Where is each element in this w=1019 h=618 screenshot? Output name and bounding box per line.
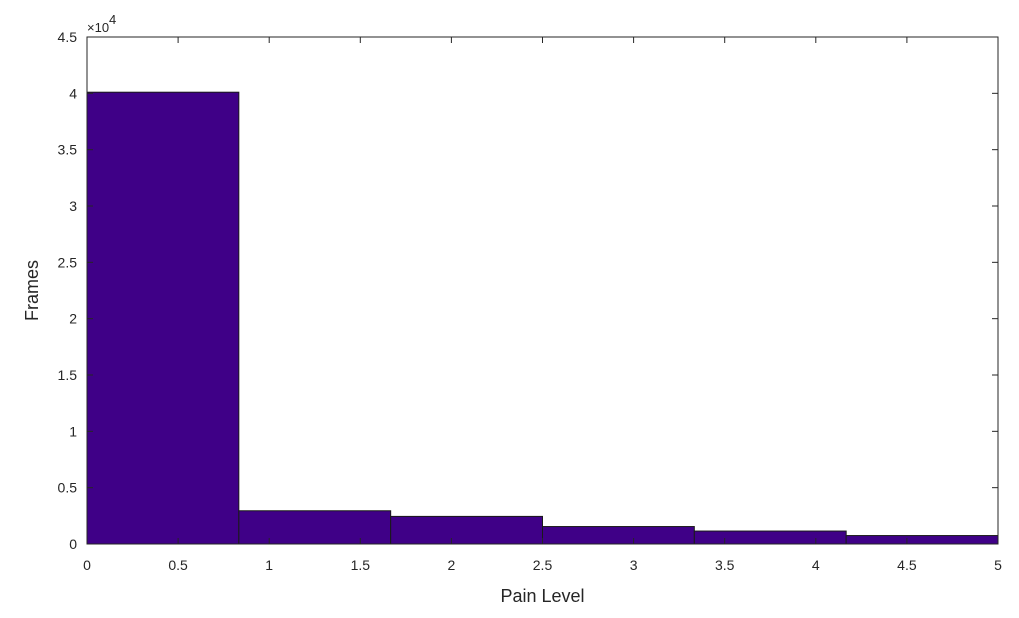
x-tick-label: 4 (812, 557, 820, 573)
histogram-bar (693, 530, 847, 545)
x-tick-label: 0 (83, 557, 91, 573)
y-tick-label: 2.5 (58, 254, 78, 270)
x-tick-label: 1 (265, 557, 273, 573)
y-tick-label: 3.5 (58, 142, 78, 158)
x-tick-label: 3.5 (715, 557, 735, 573)
tick-labels-group: 0 0.5 1 1.5 2 2.5 3 3.5 4 4.5 5 0 0.5 1 1.5 2 2.5 3 3.5 4 4.… (58, 29, 1003, 573)
x-axis-label: Pain Level (500, 586, 584, 606)
x-tick-label: 2.5 (533, 557, 553, 573)
y-tick-label: 3 (69, 198, 77, 214)
y-tick-label: 2 (69, 311, 77, 327)
x-tick-label: 3 (630, 557, 638, 573)
y-tick-label: 0.5 (58, 480, 78, 496)
x-tick-label: 4.5 (897, 557, 917, 573)
y-exponent-base: ×10 (87, 20, 109, 35)
x-tick-label: 5 (994, 557, 1002, 573)
y-axis-label: Frames (22, 260, 42, 321)
ticks-group (86, 36, 999, 545)
y-exponent-power: 4 (109, 12, 116, 27)
histogram-bar (86, 91, 240, 545)
y-tick-label: 4.5 (58, 29, 78, 45)
bars-group (86, 91, 999, 545)
histogram-bar (542, 526, 695, 545)
x-tick-label: 0.5 (168, 557, 188, 573)
histogram-bar (390, 515, 543, 545)
y-tick-label: 1.5 (58, 367, 78, 383)
histogram-bar (238, 510, 392, 545)
y-tick-label: 0 (69, 536, 77, 552)
y-tick-label: 1 (69, 423, 77, 439)
x-tick-label: 1.5 (351, 557, 371, 573)
x-tick-label: 2 (448, 557, 456, 573)
y-tick-label: 4 (69, 85, 77, 101)
histogram-bar (845, 535, 999, 545)
